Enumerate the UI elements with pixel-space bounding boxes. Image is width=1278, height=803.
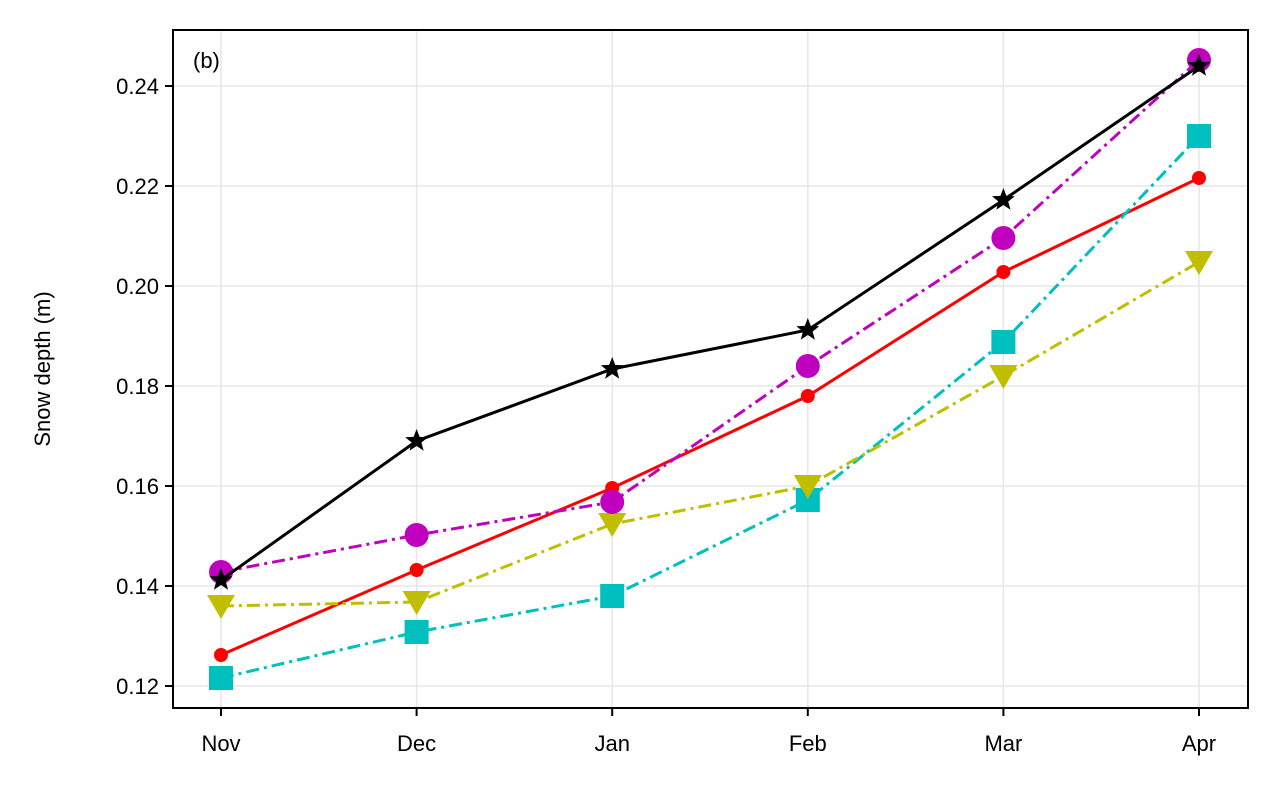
data-point [796, 318, 820, 340]
series-line-yellow [220, 260, 1200, 608]
y-tick-label: 0.14 [116, 574, 159, 599]
x-tick-label: Apr [1182, 731, 1216, 756]
data-point [793, 475, 822, 499]
y-tick-label: 0.18 [116, 374, 159, 399]
data-point [600, 490, 625, 514]
x-tick-label: Jan [594, 731, 629, 756]
series-red [214, 171, 1206, 662]
data-point [598, 513, 627, 537]
series-cyan [209, 124, 1211, 690]
series-black [209, 54, 1211, 590]
data-point [404, 523, 429, 547]
x-tick-label: Dec [397, 731, 436, 756]
data-point [992, 188, 1015, 210]
y-tick-label: 0.22 [116, 174, 159, 199]
data-point [991, 226, 1016, 250]
data-point [209, 568, 233, 590]
panel-label: (b) [193, 48, 220, 73]
series-line-red [220, 176, 1200, 657]
plot-frame [172, 29, 1249, 709]
series-line-black [220, 64, 1200, 582]
y-tick-label: 0.24 [116, 74, 159, 99]
data-point [996, 265, 1011, 279]
series-line-cyan [220, 134, 1201, 680]
data-point [404, 620, 429, 644]
data-point [209, 666, 233, 690]
data-point [795, 354, 820, 378]
data-point [409, 563, 424, 577]
x-tick-label: Feb [789, 731, 827, 756]
x-tick-label: Nov [201, 731, 240, 756]
x-tick-label: Mar [984, 731, 1022, 756]
y-tick-label: 0.16 [116, 474, 159, 499]
data-point [405, 429, 428, 451]
data-point [402, 591, 431, 615]
data-point [1185, 251, 1213, 275]
y-tick-label: 0.12 [116, 674, 159, 699]
data-point [1187, 54, 1211, 76]
data-point [214, 648, 228, 662]
series-yellow [207, 251, 1213, 619]
series-magenta [209, 48, 1211, 584]
data-point [207, 595, 235, 619]
series-group [207, 48, 1213, 690]
data-point [800, 389, 815, 403]
y-tick-label: 0.20 [116, 274, 159, 299]
data-point [600, 357, 624, 379]
data-point [1187, 124, 1211, 148]
data-point [1192, 171, 1206, 185]
data-point [600, 584, 625, 608]
axes: Nov Dec Jan Feb Mar Apr 0.12 0.14 0.16 0.18 0.20 0.… [116, 74, 1216, 756]
series-line-magenta [220, 58, 1201, 574]
data-point [989, 365, 1018, 389]
y-axis-label: Snow depth (m) [30, 291, 55, 446]
data-point [991, 330, 1016, 354]
